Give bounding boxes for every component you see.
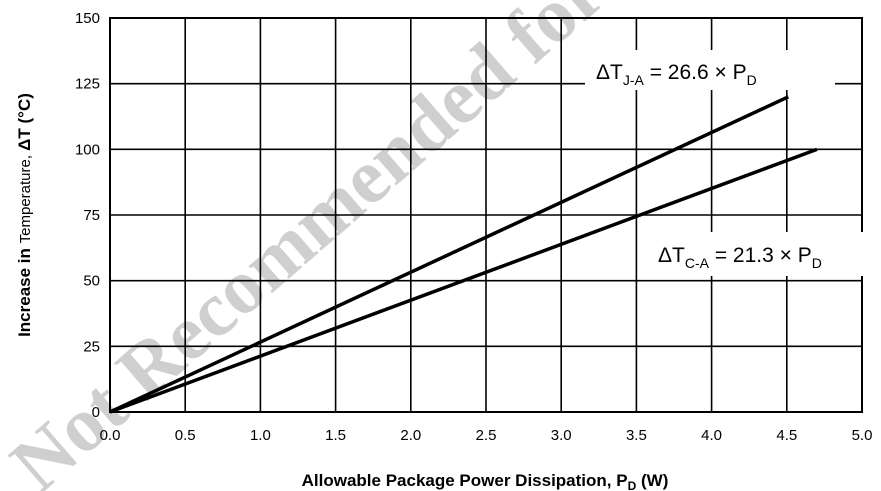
y-axis-title-part3: ΔT (°C) <box>15 93 34 151</box>
annotation-ca-eq: = 21.3 × P <box>709 244 812 267</box>
x-tick-label: 4.5 <box>776 427 797 444</box>
annotation-ca: ΔTC-A = 21.3 × PD <box>648 232 881 276</box>
series-line-1 <box>109 147 818 414</box>
series-line-0 <box>109 95 790 414</box>
annotation-ja-eq: = 26.6 × P <box>644 61 747 84</box>
annotation-ja-sub: J-A <box>623 72 645 88</box>
y-tick-label: 100 <box>75 141 100 158</box>
x-tick-label: 1.0 <box>250 427 271 444</box>
x-tick-label: 0.0 <box>100 427 121 444</box>
x-axis-title-main: Allowable Package Power Dissipation, P <box>302 471 628 490</box>
x-tick-labels: 0.0 0.5 1.0 1.5 2.0 2.5 3.0 3.5 4.0 4.5 5.0 <box>100 427 873 444</box>
y-tick-label: 125 <box>75 76 100 93</box>
plot-frame <box>109 17 863 413</box>
x-tick-label: 0.5 <box>175 427 196 444</box>
y-tick-label: 25 <box>83 338 100 355</box>
x-axis-title-sub: D <box>628 479 637 491</box>
y-tick-label: 75 <box>83 207 100 224</box>
y-tick-label: 150 <box>75 10 100 27</box>
annotation-ca-sub: C-A <box>685 255 710 271</box>
y-tick-label: 0 <box>92 404 100 421</box>
y-axis-title-part1: Increase in <box>15 243 34 337</box>
svg-text:ΔTJ-A = 26.6 × PD: ΔTJ-A = 26.6 × PD <box>596 61 757 88</box>
x-tick-label: 2.5 <box>476 427 497 444</box>
series-group <box>109 95 818 414</box>
y-tick-labels: 0 25 50 75 100 125 150 <box>75 10 100 421</box>
annotation-ja-delta: ΔT <box>596 61 623 84</box>
y-tick-label: 50 <box>83 273 100 290</box>
annotation-ja-sub2: D <box>747 72 757 88</box>
svg-text:ΔTC-A = 21.3 × PD: ΔTC-A = 21.3 × PD <box>658 244 822 271</box>
x-tick-label: 4.0 <box>701 427 722 444</box>
x-tick-label: 1.5 <box>325 427 346 444</box>
x-tick-label: 2.0 <box>400 427 421 444</box>
y-axis-title-part2: Temperature, <box>17 151 34 244</box>
x-axis-title-unit: (W) <box>636 471 668 490</box>
annotation-ca-sub2: D <box>812 255 822 271</box>
x-tick-label: 5.0 <box>852 427 873 444</box>
y-axis-title: Increase in Temperature, ΔT (°C) <box>15 93 34 337</box>
x-tick-label: 3.0 <box>551 427 572 444</box>
x-axis-title: Allowable Package Power Dissipation, PD … <box>302 471 669 491</box>
annotation-ja: ΔTJ-A = 26.6 × PD <box>585 50 835 90</box>
annotation-ca-delta: ΔT <box>658 244 685 267</box>
x-tick-label: 3.5 <box>626 427 647 444</box>
